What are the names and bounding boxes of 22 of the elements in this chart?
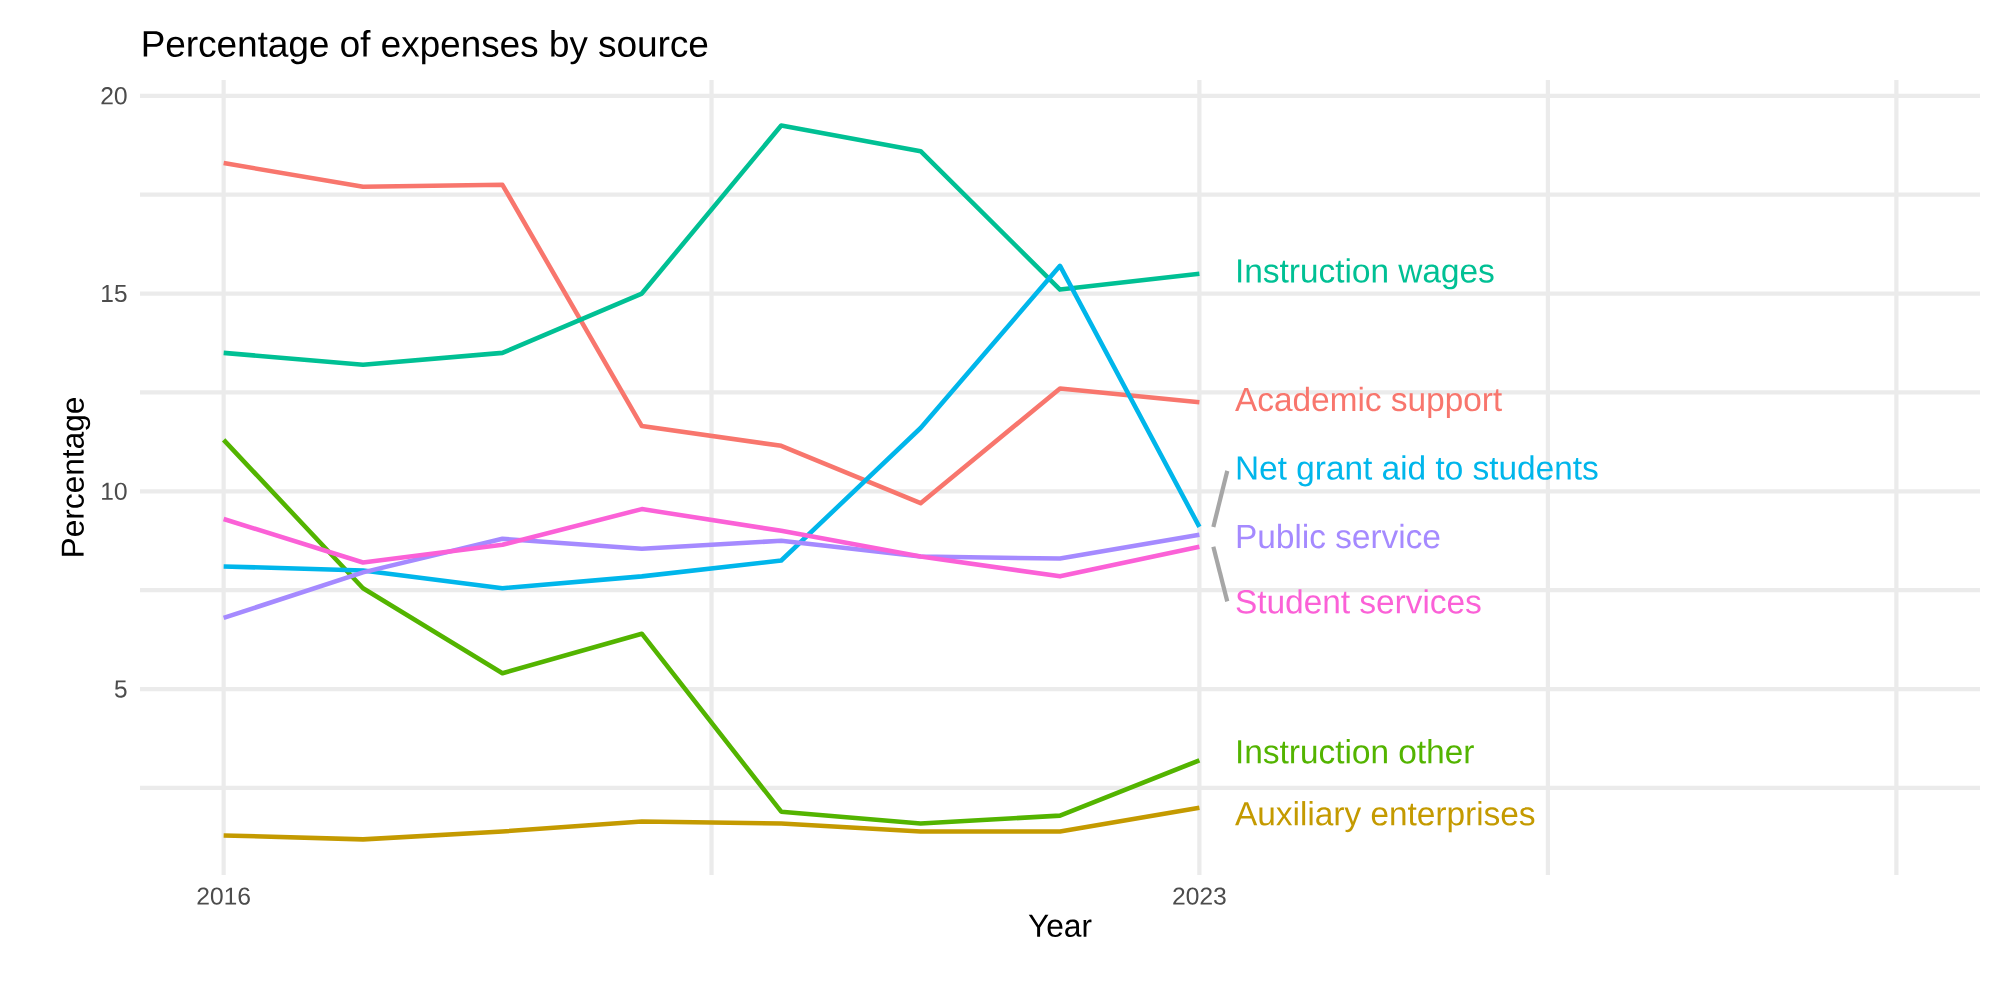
x-axis-title: Year [1028, 914, 1092, 937]
chart-title: Percentage of expenses by source [143, 29, 708, 65]
y-tick-label: 5 [114, 680, 127, 698]
series-label: Net grant aid to students [1237, 455, 1598, 487]
line-series [221, 805, 1202, 842]
series-label: Public service [1237, 523, 1440, 549]
line-series [221, 123, 1202, 368]
y-tick-label: 20 [101, 87, 127, 105]
y-axis-title: Percentage [61, 398, 91, 556]
series-label: Auxiliary enterprises [1235, 801, 1535, 833]
series-label: Academic support [1235, 386, 1502, 418]
line-series [221, 263, 1202, 591]
x-tick-label: 2016 [197, 887, 250, 905]
series-label: Student services [1236, 589, 1481, 614]
series-label: Instruction other [1238, 739, 1474, 764]
line-series [221, 437, 1202, 826]
x-tick-label: 2023 [1173, 887, 1226, 905]
y-tick-label: 15 [102, 284, 127, 303]
line-series [221, 506, 1202, 579]
series-label: Instruction wages [1238, 258, 1494, 290]
line-series [221, 160, 1202, 506]
y-tick-label: 10 [102, 482, 127, 501]
